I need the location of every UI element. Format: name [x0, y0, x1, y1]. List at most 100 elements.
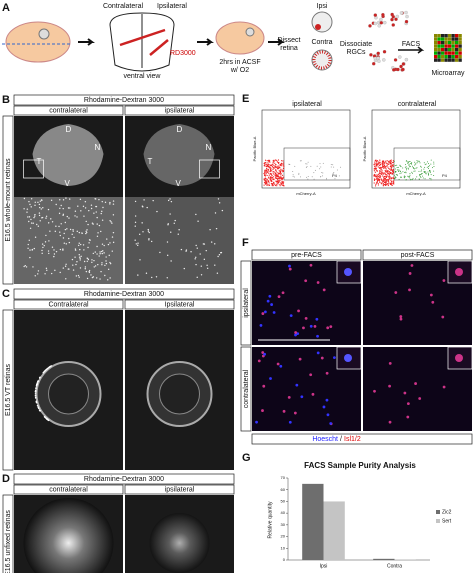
- label-cell: [68, 241, 71, 244]
- event: [433, 170, 435, 172]
- label: retina: [280, 45, 298, 52]
- label-cell: [96, 245, 98, 248]
- event: [279, 184, 281, 186]
- event: [384, 179, 386, 181]
- event: [333, 166, 335, 168]
- event: [397, 171, 399, 173]
- label-cell: [65, 197, 67, 199]
- label-cell: [42, 246, 44, 249]
- orientation: T: [148, 157, 153, 166]
- spot: [455, 41, 459, 45]
- x-tick-label: Ipsi: [320, 563, 328, 569]
- label-cell: [107, 268, 110, 271]
- event: [393, 165, 395, 167]
- spot: [455, 44, 459, 48]
- label-cell: [139, 259, 141, 261]
- label-cell: [45, 234, 47, 237]
- event: [307, 176, 309, 178]
- label-cell: [134, 239, 136, 241]
- label-cell: [190, 251, 192, 253]
- label-cell: [35, 387, 37, 389]
- cell: [281, 291, 285, 295]
- cell: [399, 317, 403, 321]
- retina: [32, 124, 104, 186]
- label-cell: [141, 222, 143, 224]
- event: [400, 172, 402, 174]
- label-cell: [218, 202, 221, 204]
- cell: [288, 420, 292, 424]
- cell: [304, 279, 308, 283]
- label-cell: [83, 215, 85, 217]
- label-cell: [102, 250, 104, 252]
- header: Rhodamine-Dextran 3000: [84, 97, 164, 104]
- spot: [458, 44, 462, 48]
- spot: [434, 44, 438, 48]
- event: [423, 162, 425, 164]
- event: [390, 164, 392, 166]
- label-cell: [62, 267, 65, 269]
- event: [379, 159, 381, 161]
- event: [300, 160, 302, 162]
- event: [393, 181, 395, 183]
- event: [275, 176, 277, 178]
- event: [411, 178, 413, 180]
- label-cell: [87, 246, 89, 249]
- event: [264, 177, 266, 179]
- cell: [300, 395, 304, 399]
- label-cell: [72, 269, 75, 271]
- label-cell: [147, 230, 150, 232]
- event: [280, 183, 282, 185]
- event: [263, 184, 265, 186]
- spot: [444, 55, 448, 59]
- event: [275, 173, 277, 176]
- event: [377, 184, 380, 186]
- label-cell: [29, 203, 31, 206]
- event: [263, 181, 266, 183]
- label-cell: [101, 252, 104, 255]
- label-cell: [109, 220, 111, 222]
- gate-label: P4: [332, 173, 338, 178]
- label-cell: [34, 396, 37, 399]
- event: [419, 174, 421, 176]
- event: [300, 176, 302, 178]
- inset-cell: [455, 354, 463, 362]
- cell: [325, 398, 329, 402]
- event: [381, 173, 383, 175]
- event: [277, 161, 279, 164]
- label-cell: [37, 270, 40, 272]
- event: [393, 160, 395, 162]
- event: [272, 162, 274, 164]
- label-cell: [195, 263, 197, 266]
- plot-title: ipsilateral: [292, 101, 322, 108]
- event: [376, 175, 378, 177]
- event: [279, 177, 281, 179]
- label-cell: [62, 214, 64, 217]
- event: [272, 185, 274, 187]
- event: [319, 163, 321, 165]
- spot: [444, 58, 448, 62]
- cell: [262, 384, 266, 388]
- label-cell: [40, 199, 43, 201]
- cell: [261, 312, 265, 315]
- event: [421, 169, 423, 171]
- event: [424, 164, 426, 166]
- label-cell: [108, 254, 110, 257]
- spot: [448, 48, 452, 52]
- label-cell: [104, 274, 106, 277]
- event: [271, 181, 273, 183]
- label-cell: [109, 277, 111, 279]
- event: [280, 173, 282, 175]
- label-cell: [78, 231, 81, 234]
- cell: [376, 51, 380, 56]
- event: [408, 160, 410, 162]
- event: [277, 167, 279, 169]
- event: [283, 165, 285, 168]
- event: [385, 168, 387, 170]
- event: [282, 181, 285, 183]
- legend-swatch: [436, 519, 440, 523]
- cell: [289, 314, 293, 318]
- event: [408, 164, 410, 166]
- label-cell: [105, 260, 107, 262]
- event: [391, 184, 393, 186]
- spot: [448, 34, 452, 38]
